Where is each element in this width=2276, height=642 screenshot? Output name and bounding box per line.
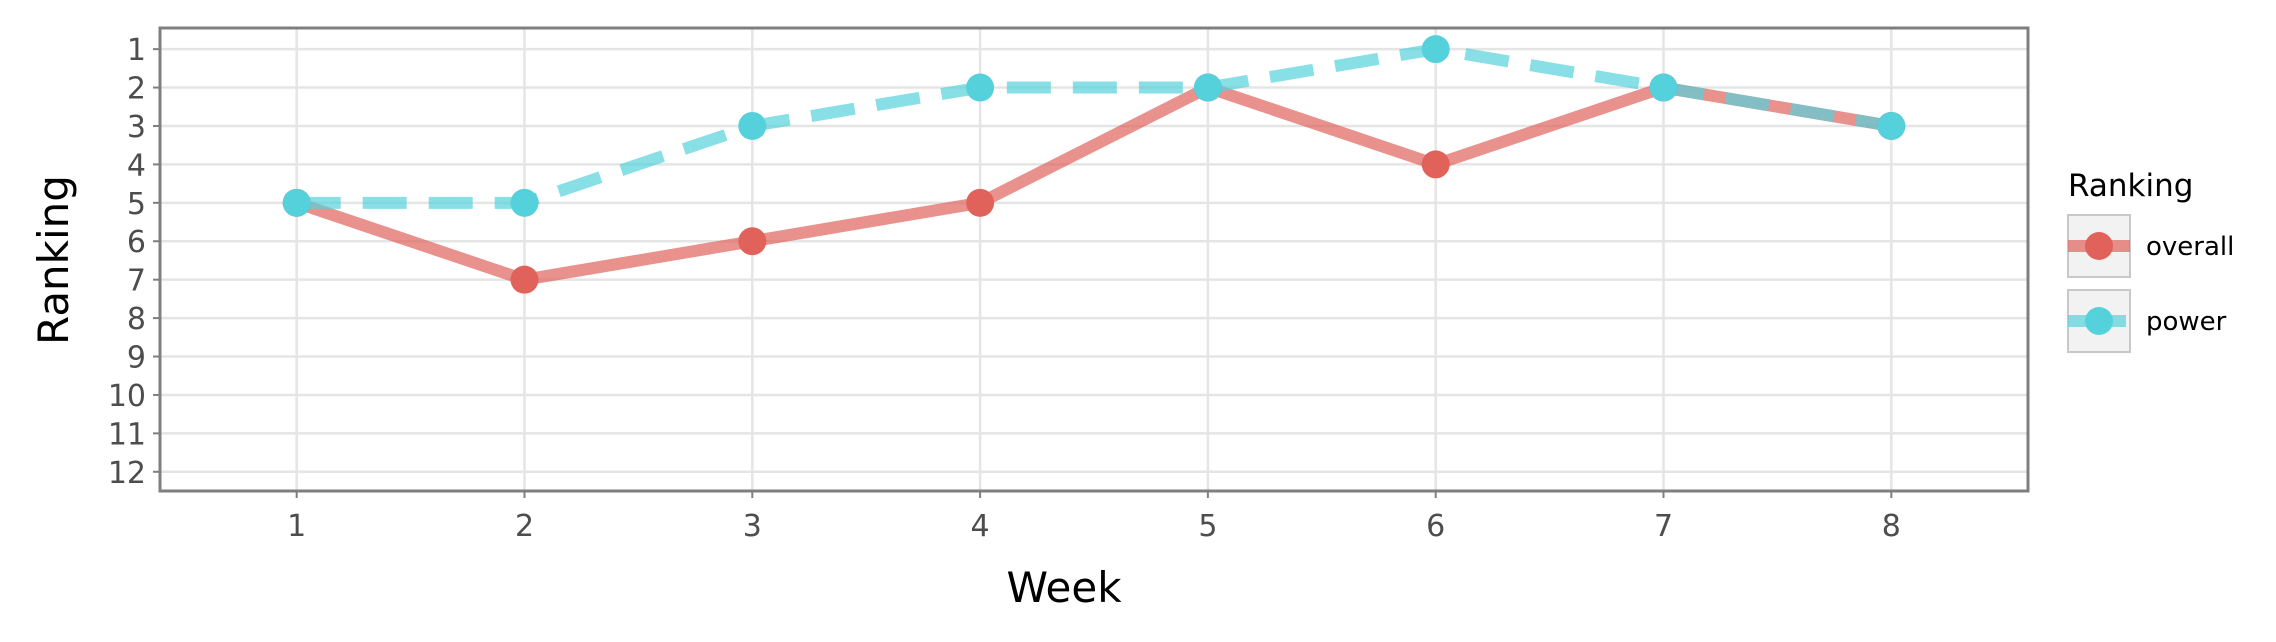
legend-point-power xyxy=(2085,307,2113,335)
y-tick-label: 10 xyxy=(108,379,146,414)
y-tick-label: 1 xyxy=(127,33,146,68)
y-tick-label: 2 xyxy=(127,72,146,107)
y-axis-title: Ranking xyxy=(29,175,78,345)
x-tick-label: 2 xyxy=(515,509,534,544)
data-point-power xyxy=(966,73,995,102)
y-tick-label: 7 xyxy=(127,264,146,299)
data-point-overall xyxy=(966,188,995,217)
x-tick-label: 5 xyxy=(1198,509,1217,544)
y-tick-label: 8 xyxy=(127,302,146,337)
legend-title: Ranking xyxy=(2068,168,2193,204)
legend: Ranking overall power xyxy=(2067,168,2234,353)
y-tick-label: 12 xyxy=(108,456,146,491)
y-tick-label: 4 xyxy=(127,148,146,183)
y-tick-label: 6 xyxy=(127,225,146,260)
data-point-power xyxy=(510,188,539,217)
x-tick-label: 1 xyxy=(287,509,306,544)
series-points xyxy=(282,35,1906,294)
data-point-overall xyxy=(510,265,539,294)
x-axis-ticks: 1 2 3 4 5 6 7 8 xyxy=(287,491,1901,544)
data-point-power xyxy=(1877,111,1906,140)
data-point-power xyxy=(282,188,311,217)
x-tick-label: 8 xyxy=(1882,509,1901,544)
series-line-overall xyxy=(294,81,1893,286)
legend-label-power: power xyxy=(2146,307,2227,337)
x-tick-label: 7 xyxy=(1654,509,1673,544)
series-lines xyxy=(294,43,1893,286)
legend-label-overall: overall xyxy=(2146,232,2234,262)
x-axis-title: Week xyxy=(1006,563,1122,612)
x-tick-label: 3 xyxy=(743,509,762,544)
y-tick-label: 3 xyxy=(127,110,146,145)
series-line-power xyxy=(296,43,1893,209)
plot-border xyxy=(158,26,2030,493)
y-tick-label: 11 xyxy=(108,417,146,452)
legend-point-overall xyxy=(2085,232,2113,260)
data-point-power xyxy=(1421,35,1450,64)
data-point-overall xyxy=(738,227,767,256)
x-tick-label: 4 xyxy=(971,509,990,544)
x-tick-label: 6 xyxy=(1426,509,1445,544)
y-tick-label: 9 xyxy=(127,341,146,376)
data-point-power xyxy=(1193,73,1222,102)
data-point-power xyxy=(1649,73,1678,102)
data-point-power xyxy=(738,111,767,140)
data-point-overall xyxy=(1421,150,1450,179)
y-tick-label: 5 xyxy=(127,187,146,222)
